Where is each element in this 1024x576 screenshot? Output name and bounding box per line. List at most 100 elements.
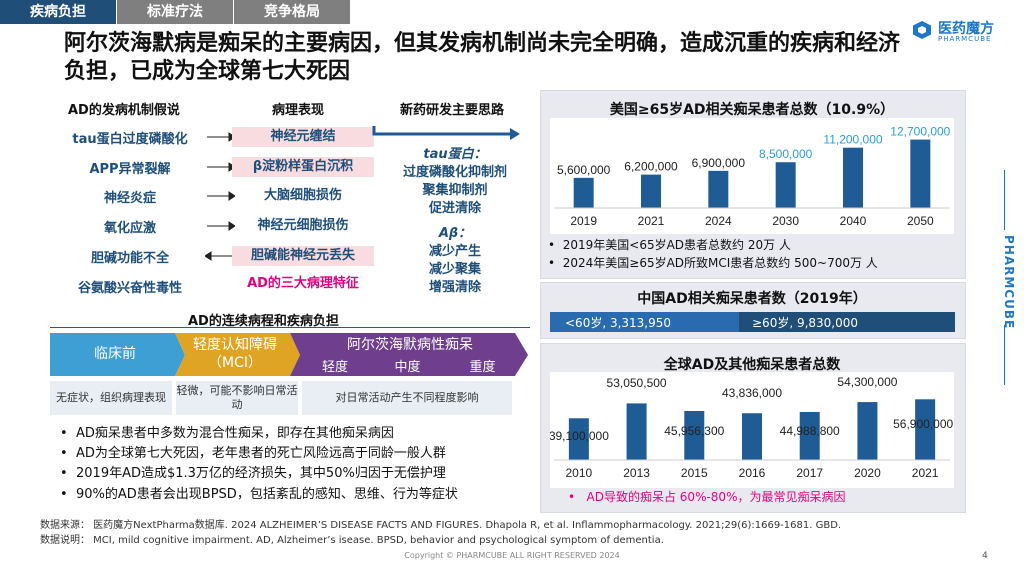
bullet-item: • 90%的AD患者会出现BPSD，包括紊乱的感知、思维、行为等症状	[60, 487, 458, 502]
data-label: 5,600,000	[557, 163, 611, 177]
abeta-line: 增强清除	[428, 280, 481, 295]
data-label: 6,200,000	[624, 160, 678, 174]
tick-label: 2040	[840, 214, 867, 228]
global-chart-title: 全球AD及其他痴呆患者总数	[663, 357, 841, 373]
severity-mild: 轻度	[321, 360, 348, 375]
tau-line: 聚集抑制剂	[422, 183, 488, 198]
data-label: 53,050,500	[607, 376, 667, 390]
pathology-item: 神经元缠结	[232, 127, 374, 147]
mechanism-item: tau蛋白过度磷酸化	[72, 132, 188, 147]
cube-icon	[913, 21, 931, 39]
us-chart-title: 美国≥65岁AD相关痴呆患者总数（10.9%）	[609, 102, 895, 118]
pathology-heading: 病理表现	[272, 103, 325, 118]
bullet-item: • AD为全球第七大死因，老年患者的死亡风险远高于同龄一般人群	[60, 446, 446, 461]
severity-severe: 重度	[469, 360, 496, 375]
chart-bar	[641, 174, 661, 208]
data-label: 45,956,300	[664, 424, 724, 438]
logo-sub: PHARMCUBE	[938, 35, 992, 43]
source-note: 数据说明： MCI, mild cognitive impairment. AD…	[40, 535, 664, 546]
tick-label: 2015	[681, 466, 708, 480]
tick-label: 2019	[570, 214, 597, 228]
tick-label: 2021	[912, 466, 939, 480]
data-label: 11,200,000	[823, 133, 882, 147]
china-bar-lt60	[550, 312, 739, 332]
pathology-item: 神经元细胞损伤	[257, 218, 349, 233]
chart-bar	[910, 139, 931, 208]
logo-name: 医药魔方	[938, 21, 994, 37]
chart-bar	[915, 399, 936, 460]
chart-bar	[857, 402, 878, 460]
us-chart: 5,600,000 2019 6,200,000 2021 6,900,000 2024 8…	[554, 125, 951, 228]
tick-label: 2016	[739, 466, 766, 480]
mechanism-heading: AD的发病机制假说	[68, 103, 180, 118]
china-ge60-label: ≥60岁, 9,830,000	[752, 316, 859, 330]
course-heading: AD的连续病程和疾病负担	[188, 314, 339, 329]
pharmcube-logo: 医药魔方 PHARMCUBE	[912, 18, 1002, 48]
china-lt60-label: <60岁, 3,313,950	[565, 316, 672, 330]
chart-bar	[573, 177, 594, 208]
global-note: • AD导致的痴呆占 60%-80%，为最常见痴呆病因	[568, 490, 846, 504]
tick-label: 2013	[623, 466, 650, 480]
pathology-summary: AD的三大病理特征	[247, 276, 359, 291]
stage-dementia: 阿尔茨海默病性痴呆	[347, 337, 473, 353]
tick-label: 2020	[854, 466, 881, 480]
course-divider	[50, 327, 530, 328]
stage-preclinical: 临床前	[94, 346, 136, 362]
data-label: 6,900,000	[692, 156, 746, 170]
us-chart-bg	[550, 118, 954, 234]
tick-label: 2010	[566, 466, 593, 480]
abeta-line: 减少产生	[428, 244, 481, 259]
pathology-item: β淀粉样蛋白沉积	[232, 157, 374, 177]
global-chart: 39,100,000 2010 53,050,500 2013 45,956,300 20…	[550, 375, 953, 480]
tab-disease-burden[interactable]: 疾病负担	[0, 0, 116, 24]
chart-bar	[843, 147, 863, 208]
drug-heading: 新药研发主要思路	[400, 103, 505, 118]
abeta-title: Aβ：	[438, 226, 472, 241]
side-brand: PHARMCUBE	[1002, 235, 1016, 330]
chart-bar	[742, 413, 762, 460]
tau-title: tau蛋白：	[423, 147, 487, 162]
pathology-item: 大脑细胞损伤	[263, 188, 342, 203]
tab-standard-therapy[interactable]: 标准疗法	[117, 0, 233, 24]
stage-mci: 轻度认知障碍 （MCI）	[193, 337, 277, 371]
side-divider	[1004, 170, 1005, 230]
chart-bar	[684, 410, 705, 460]
china-bar-ge60	[739, 312, 955, 332]
abeta-line: 减少聚集	[428, 262, 481, 277]
mechanism-item: 氧化应激	[103, 221, 156, 236]
tau-line: 过度磷酸化抑制剂	[402, 165, 507, 180]
chart-bar	[708, 170, 729, 208]
chart-bar	[626, 403, 647, 460]
data-label: 8,500,000	[759, 147, 813, 161]
source-line: 数据来源： 医药魔方NextPharma数据库. 2024 ALZHEIMER’…	[40, 520, 842, 531]
mechanism-arrows	[205, 132, 235, 261]
chart-bar	[775, 162, 796, 208]
data-label: 56,900,000	[893, 417, 953, 431]
tick-label: 2050	[907, 214, 934, 228]
bracket-arrow	[372, 126, 520, 140]
page-number: 4	[982, 551, 988, 561]
china-title: 中国AD相关痴呆患者数（2019年）	[637, 291, 867, 307]
data-label: 43,836,000	[722, 386, 782, 400]
desc-preclinical: 无症状，组织病理表现	[50, 381, 172, 415]
desc-dementia: 对日常活动产生不同程度影响	[302, 381, 512, 415]
pathology-item: 胆碱能神经元丢失	[232, 246, 374, 266]
mechanism-item: 谷氨酸兴奋性毒性	[77, 281, 182, 296]
mechanism-item: APP异常裂解	[89, 162, 171, 177]
tick-label: 2017	[796, 466, 823, 480]
tick-label: 2021	[638, 214, 665, 228]
side-divider	[1004, 325, 1005, 385]
us-note: • 2024年美国≥65岁AD所致MCI患者总数约 500~700万 人	[548, 256, 878, 270]
course-arrow	[50, 333, 528, 376]
us-note: • 2019年美国<65岁AD患者总数约 20万 人	[548, 238, 791, 252]
severity-moderate: 中度	[394, 360, 421, 375]
tick-label: 2030	[772, 214, 799, 228]
desc-mci: 轻微，可能不影响日常活动	[176, 381, 298, 415]
tick-label: 2024	[705, 214, 732, 228]
mechanism-item: 神经炎症	[103, 191, 156, 206]
chart-bar	[799, 412, 820, 460]
data-label: 44,988,800	[780, 424, 840, 438]
data-label: 54,300,000	[837, 375, 897, 389]
tab-competition[interactable]: 竞争格局	[234, 0, 350, 24]
bullet-item: • AD痴呆患者中多数为混合性痴呆，即存在其他痴呆病因	[60, 426, 394, 441]
